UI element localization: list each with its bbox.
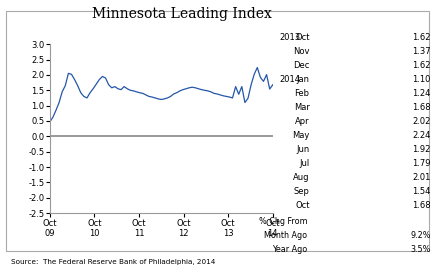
Text: Jul: Jul bbox=[299, 159, 310, 168]
Text: 9.2%: 9.2% bbox=[410, 231, 431, 240]
Text: Sep: Sep bbox=[294, 187, 310, 196]
Text: 2.02: 2.02 bbox=[413, 117, 431, 126]
Text: Oct: Oct bbox=[295, 201, 310, 210]
Text: Jun: Jun bbox=[296, 145, 310, 154]
Text: 3.5%: 3.5% bbox=[410, 245, 431, 254]
Text: 2014: 2014 bbox=[279, 75, 300, 84]
Text: Mar: Mar bbox=[294, 103, 310, 112]
Text: 2.24: 2.24 bbox=[413, 131, 431, 140]
Text: % Chg From: % Chg From bbox=[259, 217, 307, 226]
Text: 1.62: 1.62 bbox=[412, 61, 431, 70]
Text: Aug: Aug bbox=[293, 173, 310, 182]
Text: 1.92: 1.92 bbox=[413, 145, 431, 154]
Text: Jan: Jan bbox=[297, 75, 310, 84]
Text: 1.24: 1.24 bbox=[413, 89, 431, 98]
Text: Year Ago: Year Ago bbox=[272, 245, 307, 254]
Text: Oct: Oct bbox=[295, 34, 310, 43]
Text: 2.01: 2.01 bbox=[413, 173, 431, 182]
Text: Dec: Dec bbox=[293, 61, 310, 70]
Text: Month Ago: Month Ago bbox=[264, 231, 307, 240]
Text: 1.68: 1.68 bbox=[412, 201, 431, 210]
Text: Apr: Apr bbox=[295, 117, 310, 126]
Text: 1.10: 1.10 bbox=[413, 75, 431, 84]
Text: 1.37: 1.37 bbox=[412, 47, 431, 57]
Text: 2013: 2013 bbox=[279, 34, 301, 43]
Text: 1.54: 1.54 bbox=[413, 187, 431, 196]
Text: May: May bbox=[292, 131, 310, 140]
Text: 1.68: 1.68 bbox=[412, 103, 431, 112]
Text: 1.79: 1.79 bbox=[412, 159, 431, 168]
Text: Feb: Feb bbox=[294, 89, 310, 98]
Text: Nov: Nov bbox=[293, 47, 310, 57]
Text: Source:  The Federal Reserve Bank of Philadelphia, 2014: Source: The Federal Reserve Bank of Phil… bbox=[11, 259, 215, 265]
Text: Minnesota Leading Index: Minnesota Leading Index bbox=[92, 7, 272, 21]
Text: 1.62: 1.62 bbox=[412, 34, 431, 43]
